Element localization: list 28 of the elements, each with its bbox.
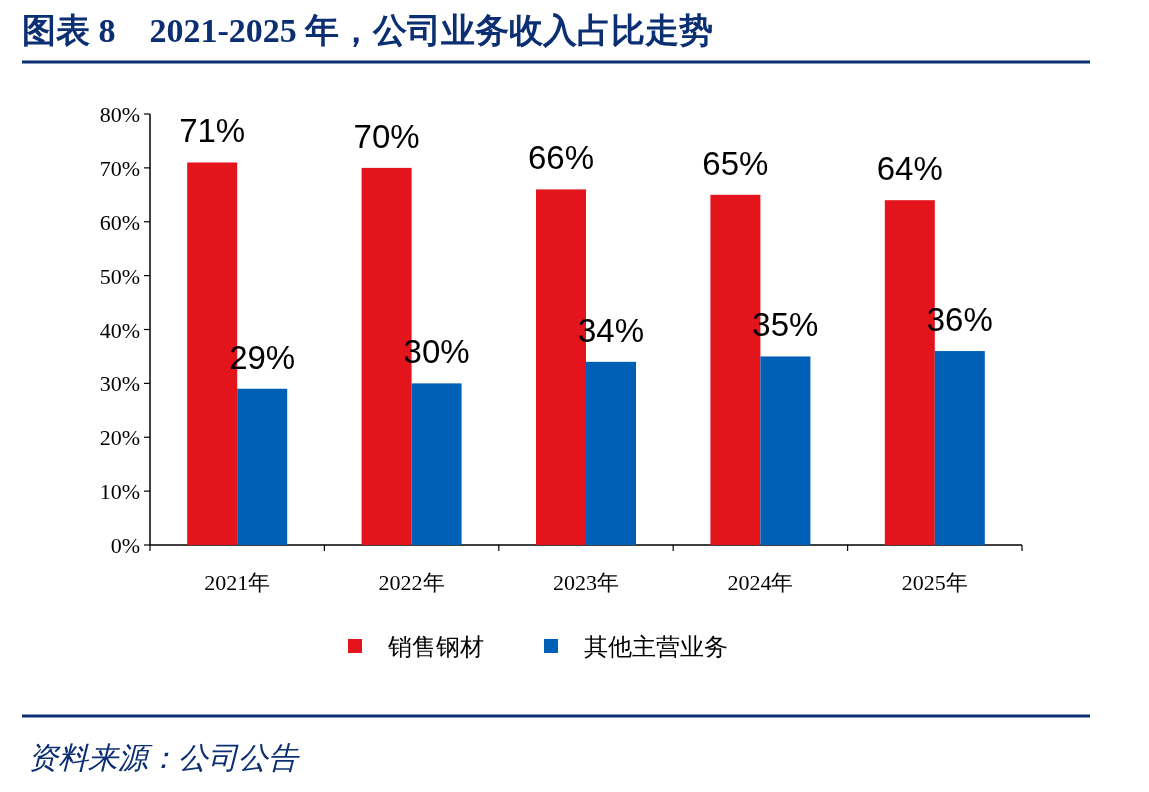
x-tick-label: 2025年	[901, 570, 968, 595]
y-tick-label: 0%	[110, 533, 140, 558]
x-tick-label: 2023年	[553, 570, 619, 595]
y-tick-label: 50%	[99, 263, 140, 289]
data-label: 66%	[527, 139, 595, 177]
legend-label: 销售钢材	[387, 634, 484, 660]
y-tick-label: 70%	[99, 155, 140, 181]
data-label: 64%	[876, 150, 943, 188]
chart-title: 图表 8 2021-2025 年，公司业务收入占比走势	[22, 12, 714, 49]
bar	[934, 351, 985, 545]
y-tick-label: 10%	[99, 479, 140, 505]
data-label: 65%	[702, 144, 769, 182]
x-tick-label: 2024年	[727, 570, 794, 595]
y-tick-label: 80%	[99, 102, 140, 127]
x-tick-label: 2022年	[378, 570, 445, 595]
bar	[586, 361, 636, 545]
y-tick-label: 30%	[99, 371, 140, 397]
bar	[760, 356, 811, 545]
legend-label: 其他主营业务	[584, 634, 728, 660]
y-tick-label: 20%	[99, 425, 140, 451]
bar	[411, 383, 462, 545]
y-tick-label: 40%	[99, 317, 140, 343]
text: 资料来源：公司公告	[28, 741, 300, 774]
bar	[237, 388, 288, 545]
data-label: 70%	[353, 117, 420, 155]
x-tick-label: 2021年	[204, 570, 271, 595]
y-tick-label: 60%	[99, 209, 140, 235]
data-label: 71%	[179, 112, 246, 150]
